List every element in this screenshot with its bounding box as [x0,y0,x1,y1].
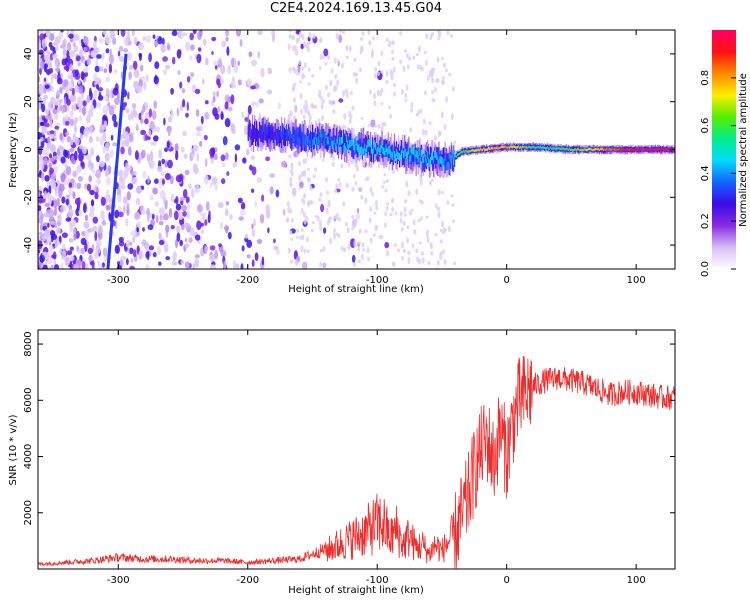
snr-y-tick-label: 2000 [23,500,34,525]
spectrogram-x-tick-label: -200 [236,275,259,286]
colorbar-scale [712,30,736,269]
snr-series-line [38,355,675,569]
snr-x-tick-label: -300 [107,575,130,586]
spectrogram-y-tick-label: -40 [23,237,34,253]
spectrogram-y-tick-label: 20 [23,95,34,108]
snr-y-tick-label: 6000 [23,388,34,413]
spectrogram-y-tick-label: 40 [23,48,34,61]
snr-x-tick-label: 100 [627,575,646,586]
snr-x-tick-label: -100 [366,575,389,586]
snr-frame [37,329,676,570]
snr-y-tick-label: 8000 [23,331,34,356]
spectrogram-x-axis-label: Height of straight line (km) [288,284,424,295]
spectrogram-y-tick-label: -20 [23,189,34,205]
spectrogram-y-axis-label: Frequency (Hz) [8,112,19,188]
snr-panel: -300 -200 -100 0 100 2000 4000 6000 8000 Height … [8,329,676,596]
colorbar-tick-label: 0.4 [700,165,711,181]
spectrogram-y-tick-label: 0 [23,146,34,152]
spectrogram-x-tick-label: 0 [503,275,509,286]
colorbar: 0.0 0.2 0.4 0.6 0.8 Normalized spectral ampl… [700,30,749,277]
drift-line [106,53,128,269]
colorbar-tick-label: 0.0 [700,261,711,277]
snr-y-tick-label: 4000 [23,444,34,469]
spectrogram-x-tick-label: -100 [366,275,389,286]
colorbar-tick-label: 0.6 [700,118,711,134]
spectrogram-noise [38,30,457,269]
colorbar-tick-label: 0.2 [700,213,711,229]
chart-title: C2E4.2024.169.13.45.G04 [269,1,443,16]
snr-x-tick-label: 0 [503,575,509,586]
colorbar-tick-label: 0.8 [700,70,711,86]
snr-y-axis-label: SNR (10 * v/v) [8,414,19,485]
spectrogram-x-tick-label: 100 [627,275,646,286]
snr-x-axis-label: Height of straight line (km) [288,585,424,596]
colorbar-label: Normalized spectral amplitude [738,73,749,227]
spectrogram-x-tick-label: -300 [107,275,130,286]
snr-x-tick-label: -200 [236,575,259,586]
spectrogram-ridge [247,113,675,179]
